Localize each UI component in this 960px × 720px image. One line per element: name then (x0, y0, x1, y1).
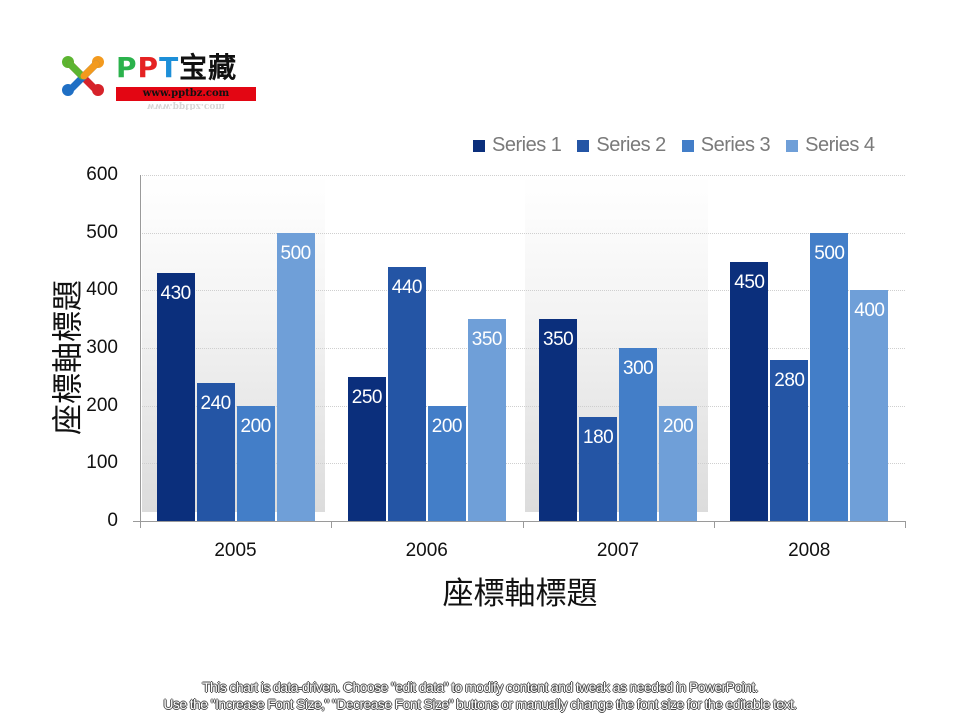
bar-value-label: 200 (663, 415, 694, 437)
x-category-label: 2006 (405, 540, 448, 561)
gridline (140, 348, 905, 349)
y-tick-label: 600 (86, 164, 118, 185)
x-axis-title: 座標軸標題 (442, 576, 598, 612)
logo-cn-text: 宝藏 (179, 51, 238, 84)
bar-value-label: 440 (391, 277, 423, 299)
logo-url: www.pptbz.com (116, 87, 256, 101)
legend-item-series-4: Series 4 (786, 134, 875, 157)
x-tick-mark (331, 521, 333, 528)
footnote: This chart is data-driven. Choose "edit … (0, 679, 960, 713)
x-category-label: 2008 (788, 540, 831, 561)
bar-value-label: 250 (351, 386, 383, 408)
bar-value-label: 200 (431, 415, 463, 437)
bar-2006-series-3[interactable]: 200 (427, 405, 466, 521)
gridline (140, 405, 905, 407)
legend-swatch (681, 139, 694, 152)
legend-item-series-2: Series 2 (577, 134, 666, 157)
y-tick-label: 300 (86, 337, 118, 358)
bar-2008-series-4[interactable]: 400 (850, 290, 889, 521)
legend-item-series-3: Series 3 (681, 134, 771, 157)
footnote-line-2: Use the "Increase Font Size," "Decrease … (163, 696, 797, 712)
legend-swatch (577, 139, 590, 152)
bar-2007-series-2[interactable]: 180 (579, 417, 618, 521)
x-tick-mark (713, 521, 715, 528)
logo-letter-t: T (159, 51, 180, 84)
bar-2007-series-3[interactable]: 300 (619, 348, 658, 521)
legend-item-series-1: Series 1 (473, 134, 562, 157)
bar-value-label: 500 (280, 242, 312, 264)
footnote-line-1: This chart is data-driven. Choose "edit … (202, 679, 758, 695)
x-category-label: 2005 (214, 540, 257, 561)
bar-value-label: 400 (854, 300, 885, 322)
logo-letter-p2: P (137, 51, 160, 84)
bar-value-label: 300 (623, 358, 654, 379)
gridline (140, 463, 905, 465)
y-tick-label: 400 (86, 279, 118, 301)
bar-value-label: 180 (583, 427, 614, 449)
bar-2007-series-1[interactable]: 350 (539, 319, 578, 521)
y-tick-label: 100 (86, 452, 118, 474)
bar-value-label: 450 (734, 271, 765, 293)
bar-value-label: 350 (543, 329, 574, 351)
x-tick-mark (522, 521, 524, 528)
legend-label: Series 1 (492, 134, 562, 156)
bar-value-label: 280 (774, 369, 805, 391)
joomla-style-knot-icon (62, 56, 104, 96)
y-tick-label: 0 (107, 510, 118, 531)
bar-2008-series-1[interactable]: 450 (730, 261, 769, 521)
gridline (140, 232, 905, 234)
legend-label: Series 2 (596, 134, 666, 156)
bar-value-label: 350 (471, 329, 503, 351)
bar-2005-series-3[interactable]: 200 (236, 405, 275, 521)
legend-swatch (786, 139, 799, 152)
legend-label: Series 4 (805, 134, 875, 156)
bar-2005-series-4[interactable]: 500 (276, 232, 315, 521)
bar-2007-series-4[interactable]: 200 (659, 405, 698, 521)
bar-2006-series-4[interactable]: 350 (467, 319, 506, 521)
logo: PPT宝藏 www.pptbz.com www.pptbz.com (56, 50, 266, 112)
bar-2005-series-1[interactable]: 430 (156, 273, 195, 521)
x-tick-mark (905, 521, 906, 528)
logo-letter-p1: P (116, 51, 138, 84)
bar-value-label: 500 (814, 242, 845, 264)
x-axis-line (133, 521, 905, 522)
bar-value-label: 200 (240, 415, 272, 437)
chart-legend: Series 1 Series 2 Series 3 Series 4 (473, 134, 891, 157)
legend-swatch (473, 139, 485, 152)
gridline (140, 175, 905, 176)
bar-2006-series-1[interactable]: 250 (347, 376, 386, 521)
y-tick-label: 500 (86, 221, 118, 243)
y-tick-label: 200 (86, 394, 118, 416)
x-category-label: 2007 (596, 540, 640, 561)
bar-2008-series-2[interactable]: 280 (770, 359, 809, 521)
legend-label: Series 3 (700, 134, 771, 156)
bar-2006-series-2[interactable]: 440 (387, 267, 426, 521)
bar-value-label: 240 (200, 392, 232, 414)
x-tick-mark (140, 521, 141, 528)
gridline (140, 290, 905, 292)
logo-wordmark: PPT宝藏 (116, 52, 237, 84)
y-axis-line (140, 175, 141, 522)
bar-value-label: 430 (160, 283, 192, 305)
bar-2005-series-2[interactable]: 240 (196, 382, 235, 521)
bar-2008-series-3[interactable]: 500 (810, 232, 849, 521)
